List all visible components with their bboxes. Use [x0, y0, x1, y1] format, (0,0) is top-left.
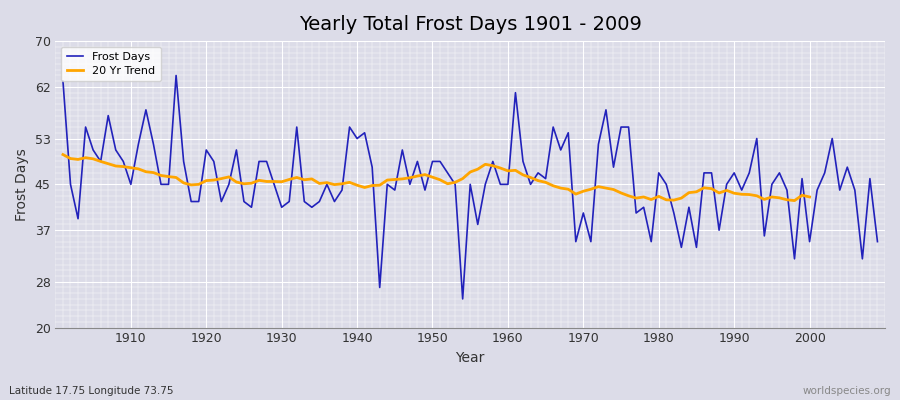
Y-axis label: Frost Days: Frost Days — [15, 148, 29, 221]
X-axis label: Year: Year — [455, 351, 485, 365]
Frost Days — [292, 125, 302, 130]
Line: Frost Days: Frost Days — [63, 76, 878, 299]
Text: Latitude 17.75 Longitude 73.75: Latitude 17.75 Longitude 73.75 — [9, 386, 174, 396]
20 Yr Trend — [743, 192, 754, 197]
Text: worldspecies.org: worldspecies.org — [803, 386, 891, 396]
20 Yr Trend — [767, 194, 778, 199]
Frost Days — [510, 90, 521, 95]
20 Yr Trend — [805, 194, 815, 199]
Frost Days — [118, 159, 129, 164]
20 Yr Trend — [502, 168, 513, 173]
Frost Days — [457, 296, 468, 301]
20 Yr Trend — [231, 180, 242, 184]
Frost Days — [337, 188, 347, 192]
20 Yr Trend — [201, 178, 212, 183]
Frost Days — [518, 159, 528, 164]
20 Yr Trend — [58, 152, 68, 157]
Frost Days — [872, 239, 883, 244]
Title: Yearly Total Frost Days 1901 - 2009: Yearly Total Frost Days 1901 - 2009 — [299, 15, 642, 34]
Frost Days — [608, 165, 619, 170]
Frost Days — [58, 79, 68, 84]
20 Yr Trend — [789, 198, 800, 203]
Frost Days — [171, 73, 182, 78]
20 Yr Trend — [442, 181, 453, 186]
Line: 20 Yr Trend: 20 Yr Trend — [63, 154, 810, 200]
Legend: Frost Days, 20 Yr Trend: Frost Days, 20 Yr Trend — [61, 47, 161, 81]
